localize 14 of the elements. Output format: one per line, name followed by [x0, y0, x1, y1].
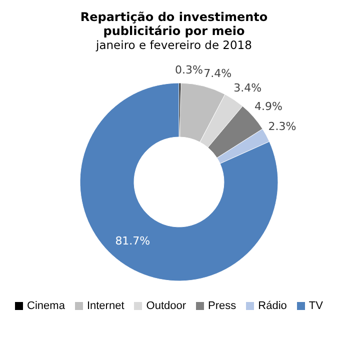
chart-subtitle: janeiro e fevereiro de 2018 [94, 38, 253, 52]
legend-label: Internet [86, 300, 124, 312]
data-label: 2.3% [268, 120, 296, 133]
legend-label: TV [308, 300, 323, 312]
data-label: 3.4% [234, 82, 262, 95]
data-label: 81.7% [115, 234, 150, 248]
legend-label: Outdoor [146, 300, 186, 312]
data-label: 4.9% [254, 100, 282, 113]
legend-label: Press [208, 300, 236, 312]
data-label: 0.3% [175, 64, 203, 77]
chart-title: Repartição do investimento publicitário por meio [79, 9, 269, 38]
data-label: 7.4% [204, 66, 232, 80]
legend-label: Rádio [258, 300, 287, 312]
legend-label: Cinema [27, 300, 65, 312]
